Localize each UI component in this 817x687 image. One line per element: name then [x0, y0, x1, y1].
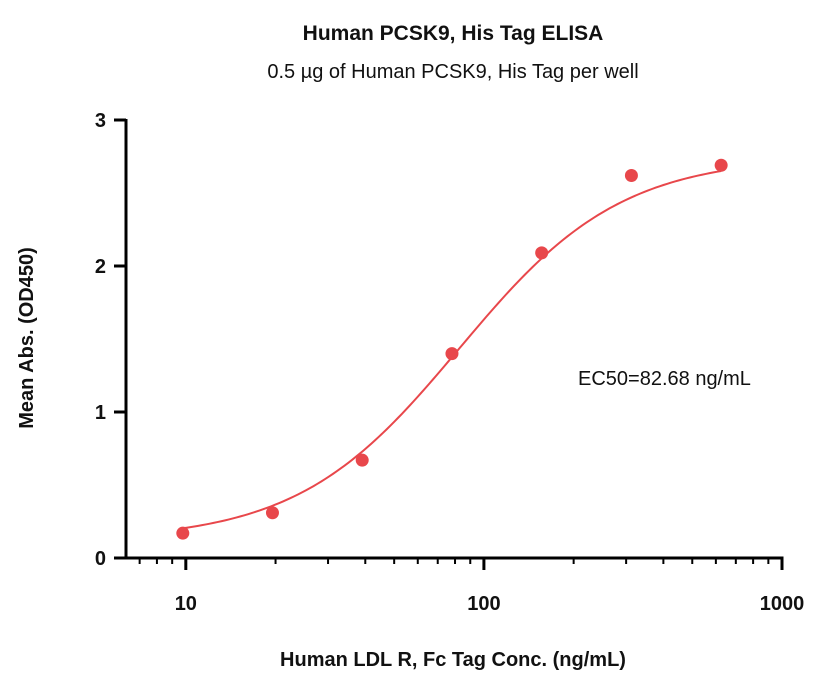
x-tick-label: 1000 — [760, 593, 805, 615]
data-point — [445, 347, 459, 361]
y-tick-label: 1 — [95, 402, 106, 424]
data-points — [176, 158, 728, 540]
x-ticks: 10 100 1000 — [138, 558, 805, 615]
axes: 0 1 2 3 10 100 1000 — [95, 110, 804, 615]
y-ticks: 0 1 2 3 — [95, 110, 126, 570]
data-point — [535, 246, 549, 260]
data-point — [714, 158, 728, 172]
y-axis-label: Mean Abs. (OD450) — [16, 247, 38, 429]
data-point — [265, 506, 279, 520]
data-point — [624, 168, 638, 182]
y-tick-label: 3 — [95, 110, 106, 132]
y-tick-label: 2 — [95, 256, 106, 278]
chart-subtitle: 0.5 µg of Human PCSK9, His Tag per well — [267, 61, 638, 83]
ec50-annotation: EC50=82.68 ng/mL — [578, 368, 751, 390]
x-tick-label: 100 — [467, 593, 500, 615]
chart-title: Human PCSK9, His Tag ELISA — [303, 22, 604, 45]
x-axis-label: Human LDL R, Fc Tag Conc. (ng/mL) — [280, 649, 626, 671]
data-point — [176, 526, 190, 540]
data-point — [355, 453, 369, 467]
x-tick-label: 10 — [175, 593, 197, 615]
y-tick-label: 0 — [95, 548, 106, 570]
